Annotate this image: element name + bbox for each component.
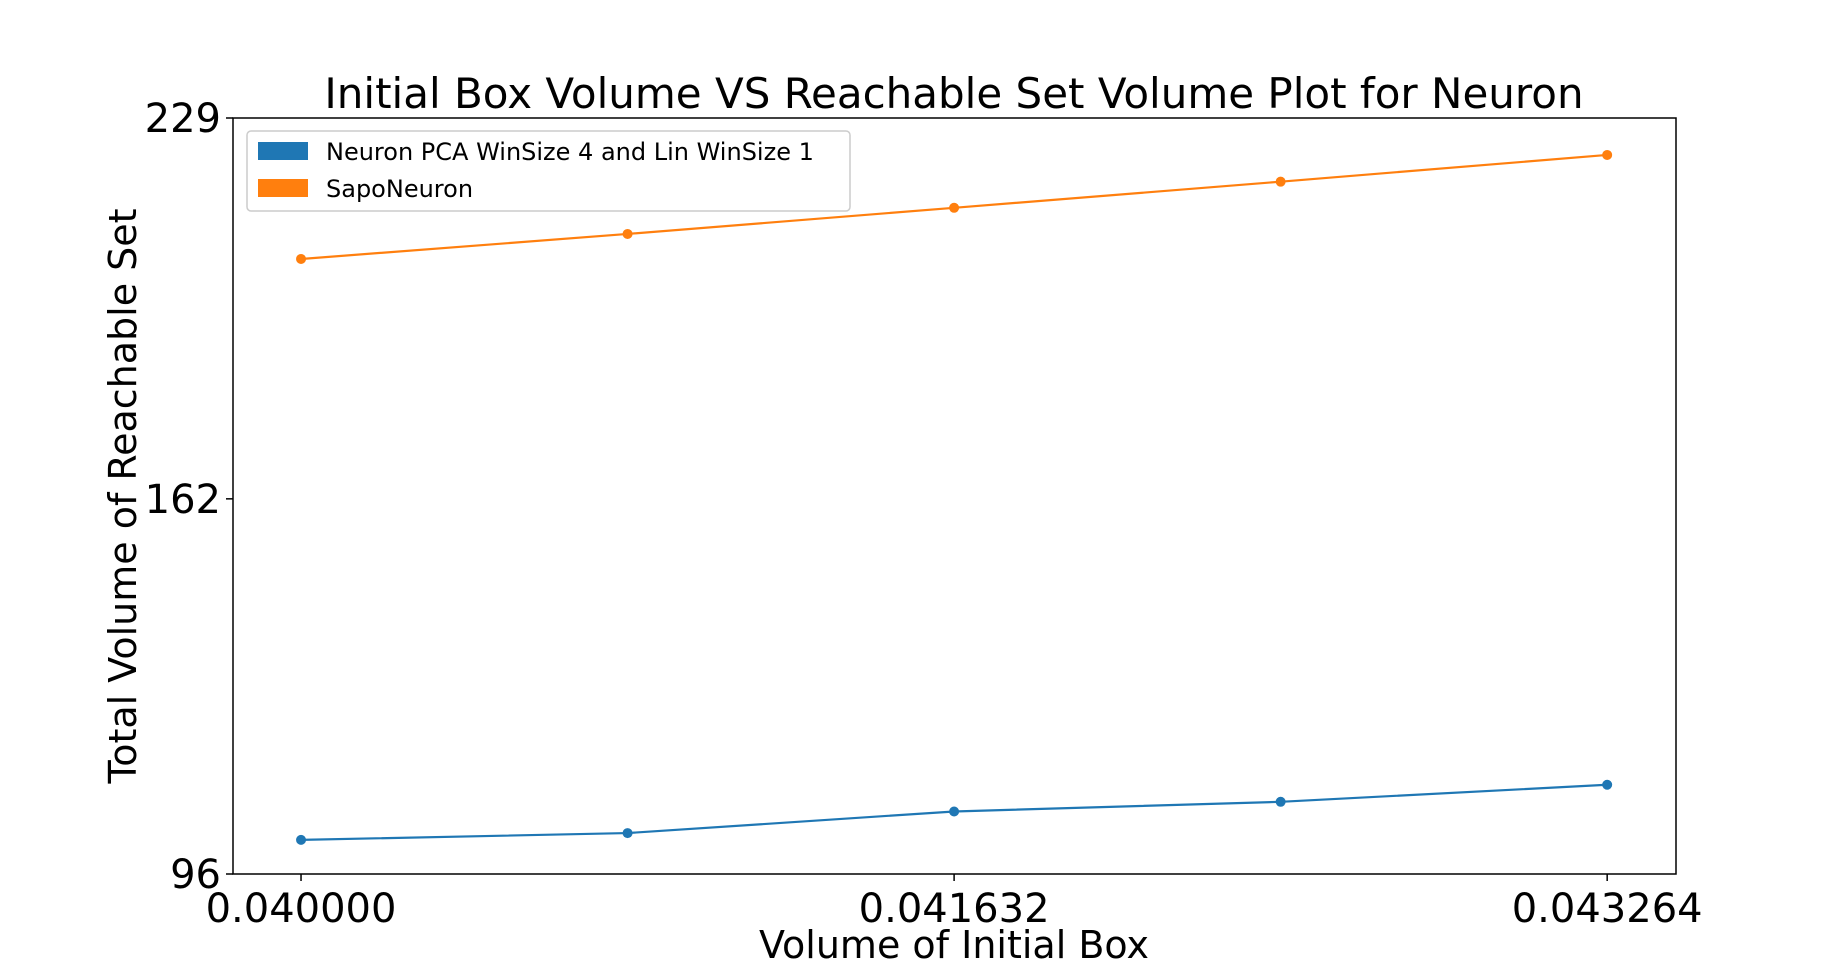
y-tick-label: 162 xyxy=(145,477,221,523)
x-tick-label: 0.041632 xyxy=(859,886,1050,932)
legend-swatch-0 xyxy=(258,142,308,160)
x-tick-label: 0.043264 xyxy=(1512,886,1703,932)
data-point-1-1 xyxy=(622,228,633,239)
data-point-0-2 xyxy=(949,806,960,817)
x-axis-label: Volume of Initial Box xyxy=(759,923,1149,967)
x-tick-label: 0.040000 xyxy=(206,886,397,932)
legend-swatch-1 xyxy=(258,179,308,197)
y-tick-label: 229 xyxy=(145,96,221,142)
legend: Neuron PCA WinSize 4 and Lin WinSize 1 Sa… xyxy=(246,130,851,212)
data-point-0-4 xyxy=(1602,779,1613,790)
legend-frame xyxy=(246,130,851,212)
plot-area xyxy=(296,149,1613,845)
data-point-1-4 xyxy=(1602,149,1613,160)
data-point-0-3 xyxy=(1275,796,1286,807)
y-tick-label: 96 xyxy=(170,852,221,898)
y-axis-label: Total Volume of Reachable Set xyxy=(101,208,145,784)
legend-entries: Neuron PCA WinSize 4 and Lin WinSize 1 Sa… xyxy=(258,138,814,203)
data-point-0-1 xyxy=(622,828,633,839)
chart-title: Initial Box Volume VS Reachable Set Volu… xyxy=(324,69,1583,118)
data-point-0-0 xyxy=(296,834,307,845)
x-axis-ticks: 0.040000 0.041632 0.043264 xyxy=(206,874,1703,932)
data-point-1-0 xyxy=(296,253,307,264)
legend-label-1: SapoNeuron xyxy=(326,175,473,203)
legend-label-0: Neuron PCA WinSize 4 and Lin WinSize 1 xyxy=(326,138,814,166)
data-point-1-2 xyxy=(949,202,960,213)
y-axis-ticks: 96 162 229 xyxy=(145,96,233,898)
data-point-1-3 xyxy=(1275,176,1286,187)
